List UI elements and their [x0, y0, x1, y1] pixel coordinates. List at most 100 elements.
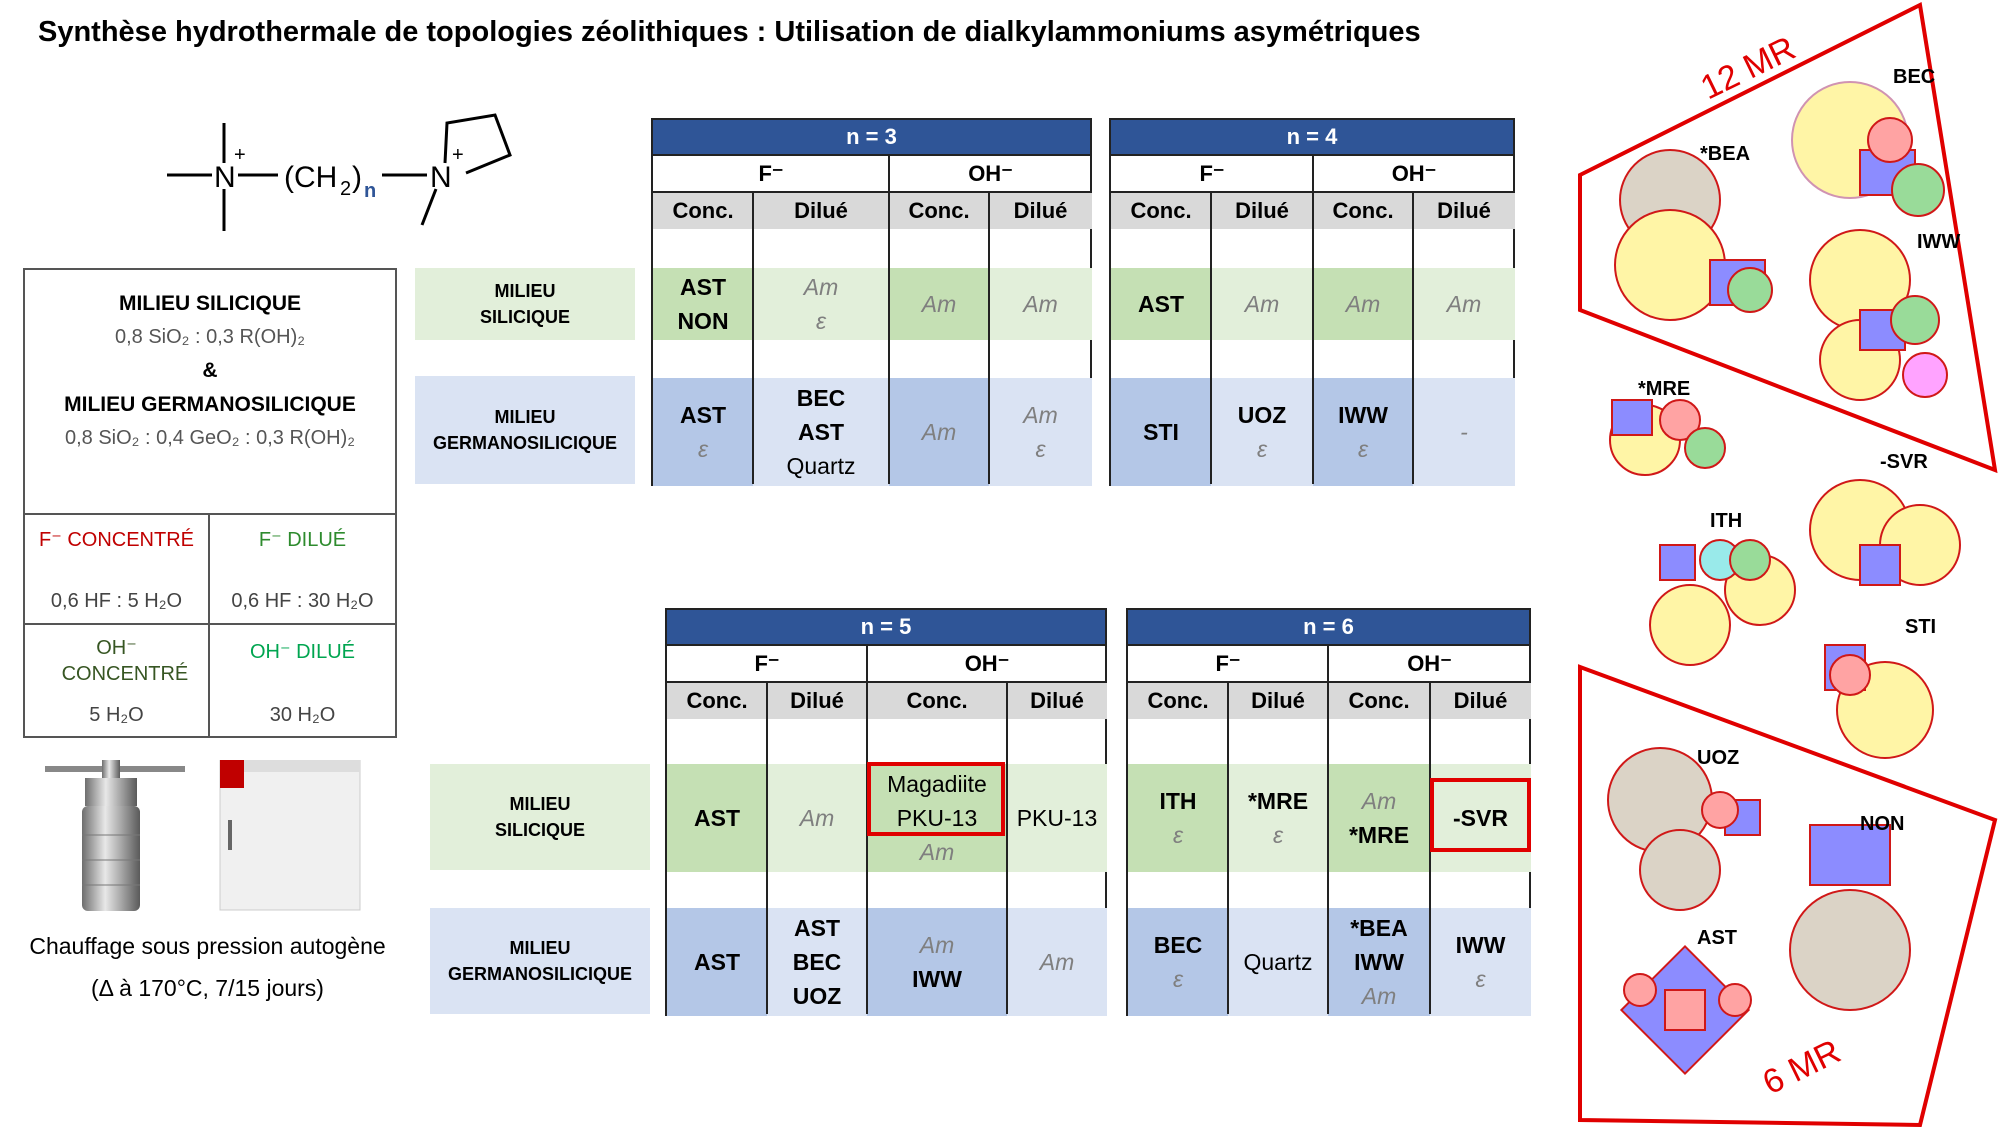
result-cell-ge-1: UOZ ε — [1211, 378, 1313, 486]
autoclave-icon — [45, 760, 185, 911]
col-header-dil: Dilué — [767, 681, 867, 719]
result-cell-ge-1: AST BEC UOZ — [767, 908, 867, 1016]
f-conc-cell: F⁻ CONCENTRÉ 0,6 HF : 5 H₂O — [25, 513, 210, 625]
result-value: Am — [803, 274, 839, 300]
f-dil-cell: F⁻ DILUÉ 0,6 HF : 30 H₂O — [210, 513, 395, 625]
result-value: AST — [680, 274, 726, 300]
table-header: n = 6 — [1128, 610, 1529, 644]
result-value: IWW — [1455, 932, 1506, 958]
result-cell-si-0: AST — [667, 764, 767, 872]
label-svr: -SVR — [1880, 451, 1928, 473]
ion-header-oh: OH⁻ — [1313, 154, 1515, 191]
result-cell-si-2: Am *MRE — [1328, 764, 1430, 872]
result-value: BEC — [796, 385, 846, 411]
result-value: - — [1460, 419, 1468, 445]
result-cell-si-0: ITH ε — [1128, 764, 1228, 872]
result-value: Am — [1023, 402, 1058, 428]
result-value: Am — [921, 291, 957, 317]
row-label-germano-top: MILIEU GERMANOSILICIQUE — [415, 376, 635, 484]
col-header-dil: Dilué — [989, 191, 1092, 229]
12mr-frame — [1578, 1, 1998, 474]
col-header-conc: Conc. — [1313, 191, 1413, 229]
result-value: AST — [798, 419, 844, 445]
result-cell-si-3: PKU-13 — [1007, 764, 1107, 872]
result-value: UOZ — [1237, 402, 1287, 428]
result-cell-si-3: -SVR — [1430, 764, 1531, 872]
result-cell-si-1: Am ε — [753, 268, 889, 340]
result-cell-ge-0: BEC ε — [1128, 908, 1228, 1016]
result-value: *MRE — [1348, 822, 1410, 848]
label-bec: BEC — [1893, 66, 1935, 88]
result-cell-ge-2: Am — [889, 378, 989, 486]
result-value: Am — [1023, 291, 1058, 317]
result-value: ε — [1172, 822, 1184, 848]
ion-header-oh: OH⁻ — [867, 644, 1107, 681]
result-cell-ge-2: Am IWW — [867, 908, 1007, 1016]
result-cell-ge-2: *BEA IWW Am — [1328, 908, 1430, 1016]
result-value: ε — [1272, 822, 1284, 848]
zeolite-structures-panel: 12 MR 6 MR BEC *BEA IWW *MRE -SVR ITH ST… — [1578, 1, 1998, 1128]
svg-text:N: N — [214, 161, 236, 194]
col-header-dil: Dilué — [1413, 191, 1515, 229]
result-value: ε — [1172, 966, 1184, 992]
result-value: ε — [1475, 966, 1486, 992]
svg-text:2: 2 — [340, 178, 351, 200]
result-value: AST — [794, 915, 840, 941]
result-value: Magadiite — [887, 771, 987, 797]
result-cell-ge-2: IWW ε — [1313, 378, 1413, 486]
germano-ratio: 0,8 SiO₂ : 0,4 GeO₂ : 0,3 R(OH)₂ — [64, 427, 356, 449]
silicic-ratio: 0,8 SiO₂ : 0,3 R(OH)₂ — [114, 326, 306, 348]
result-value: Am — [1244, 291, 1280, 317]
ion-header-f: F⁻ — [667, 644, 867, 681]
result-value: IWW — [1354, 949, 1404, 975]
result-cell-si-2: Am — [889, 268, 989, 340]
result-cell-si-1: Am — [1211, 268, 1313, 340]
label-uoz: UOZ — [1697, 747, 1739, 769]
result-value: AST — [694, 805, 740, 831]
result-cell-si-0: AST NON — [653, 268, 753, 340]
label-iww: IWW — [1917, 231, 1960, 253]
highlight-box — [867, 762, 1005, 836]
conditions-box: MILIEU SILICIQUE 0,8 SiO₂ : 0,3 R(OH)₂ &… — [23, 268, 397, 738]
molecule-diagram: N + (CH 2 ) n N + — [167, 113, 512, 231]
page-title: Synthèse hydrothermale de topologies zéo… — [38, 16, 1421, 48]
svg-text:N: N — [430, 161, 452, 194]
label-non: NON — [1860, 813, 1904, 835]
germano-label: MILIEU GERMANOSILICIQUE — [64, 393, 356, 416]
equipment-illustration — [45, 760, 361, 911]
result-cell-ge-3: IWW ε — [1430, 908, 1531, 1016]
col-header-dil: Dilué — [1211, 191, 1313, 229]
result-cell-si-2: Am — [1313, 268, 1413, 340]
row-label-silicic-top: MILIEU SILICIQUE — [415, 268, 635, 340]
result-cell-ge-3: Am ε — [989, 378, 1092, 486]
result-value: ε — [1357, 436, 1369, 462]
svg-text:+: + — [452, 144, 464, 166]
result-value: Am — [1361, 983, 1397, 1009]
result-cell-si-0: AST — [1111, 268, 1211, 340]
result-value: *BEA — [1350, 915, 1408, 941]
result-value: Quartz — [1243, 949, 1313, 975]
amp: & — [202, 359, 218, 382]
result-cell-si-3: Am — [989, 268, 1092, 340]
col-header-dil: Dilué — [1228, 681, 1328, 719]
result-cell-si-2: Magadiite PKU-13 Am — [867, 764, 1007, 872]
label-6mr: 6 MR — [1757, 1032, 1847, 1102]
result-value: BEC — [792, 949, 842, 975]
label-mre: *MRE — [1638, 378, 1690, 400]
col-header-dil: Dilué — [1430, 681, 1531, 719]
ion-header-f: F⁻ — [1111, 154, 1313, 191]
col-header-conc: Conc. — [867, 681, 1007, 719]
svg-text:(CH: (CH — [284, 161, 337, 194]
result-value: AST — [1138, 291, 1184, 317]
result-cell-ge-3: Am — [1007, 908, 1107, 1016]
svg-text:+: + — [234, 144, 246, 166]
result-cell-ge-3: - — [1413, 378, 1515, 486]
oh-conc-cell: OH⁻ CONCENTRÉ 5 H₂O — [25, 625, 210, 737]
col-header-dil: Dilué — [753, 191, 889, 229]
molecule-n: n — [364, 180, 376, 202]
highlight-box — [1430, 778, 1531, 852]
result-value: ε — [1035, 436, 1046, 462]
result-value: STI — [1143, 419, 1179, 445]
table-n3: n = 3 F⁻ OH⁻ Conc. Dilué Conc. Dilué AST NON Am ε A… — [651, 118, 1092, 486]
ion-header-oh: OH⁻ — [1328, 644, 1531, 681]
